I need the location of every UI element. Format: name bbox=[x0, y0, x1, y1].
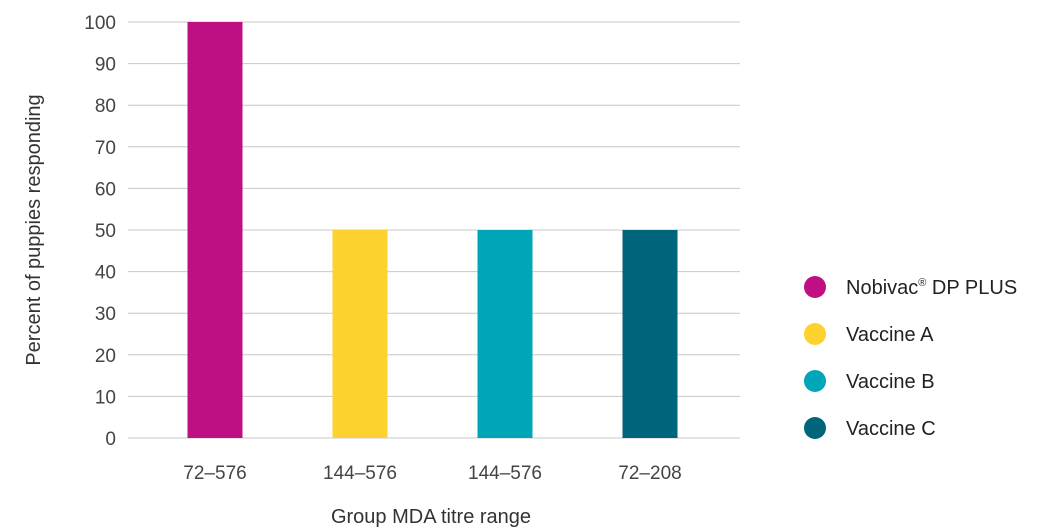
legend: Nobivac® DP PLUS Vaccine A Vaccine B Vac… bbox=[804, 276, 1017, 440]
x-tick-label-2: 144–576 bbox=[323, 463, 397, 484]
y-tick-label-100: 100 bbox=[84, 13, 116, 34]
y-tick-label-10: 10 bbox=[95, 387, 116, 408]
y-axis-title: Percent of puppies responding bbox=[23, 94, 45, 365]
legend-label-nobivac: Nobivac bbox=[846, 277, 918, 299]
x-tick-label-3: 144–576 bbox=[468, 463, 542, 484]
bars bbox=[187, 22, 678, 438]
x-axis-ticks: 72–576 144–576 144–576 72–208 bbox=[183, 463, 681, 484]
y-tick-label-90: 90 bbox=[95, 55, 116, 76]
legend-item-nobivac: Nobivac® DP PLUS bbox=[804, 276, 1017, 299]
legend-item-vaccine-c: Vaccine C bbox=[804, 417, 936, 440]
legend-swatch-nobivac bbox=[804, 276, 826, 298]
legend-swatch-vaccine-a bbox=[804, 323, 826, 345]
legend-label-nobivac-suffix: DP PLUS bbox=[926, 277, 1017, 299]
y-tick-label-30: 30 bbox=[95, 304, 116, 325]
x-axis-title: Group MDA titre range bbox=[331, 506, 531, 528]
y-axis-ticks: 0 10 20 30 40 50 60 70 80 90 100 bbox=[84, 13, 116, 450]
bar-4 bbox=[622, 230, 678, 438]
y-tick-label-60: 60 bbox=[95, 179, 116, 200]
legend-swatch-vaccine-c bbox=[804, 417, 826, 439]
x-tick-label-1: 72–576 bbox=[183, 463, 246, 484]
legend-label-nobivac-registered: ® bbox=[918, 277, 926, 289]
legend-item-vaccine-a: Vaccine A bbox=[804, 323, 934, 346]
bar-3 bbox=[477, 230, 533, 438]
legend-item-vaccine-b: Vaccine B bbox=[804, 370, 935, 393]
y-tick-label-20: 20 bbox=[95, 346, 116, 367]
y-tick-label-80: 80 bbox=[95, 96, 116, 117]
legend-label-vaccine-c: Vaccine C bbox=[846, 418, 936, 440]
bar-2 bbox=[332, 230, 388, 438]
y-tick-label-40: 40 bbox=[95, 263, 116, 284]
svg-text:Nobivac® DP PLUS: Nobivac® DP PLUS bbox=[846, 277, 1017, 299]
x-tick-label-4: 72–208 bbox=[618, 463, 681, 484]
bar-1 bbox=[187, 22, 243, 438]
y-tick-label-50: 50 bbox=[95, 221, 116, 242]
legend-label-vaccine-b: Vaccine B bbox=[846, 371, 935, 393]
legend-label-vaccine-a: Vaccine A bbox=[846, 324, 934, 346]
y-tick-label-70: 70 bbox=[95, 138, 116, 159]
legend-swatch-vaccine-b bbox=[804, 370, 826, 392]
y-tick-label-0: 0 bbox=[105, 429, 116, 450]
